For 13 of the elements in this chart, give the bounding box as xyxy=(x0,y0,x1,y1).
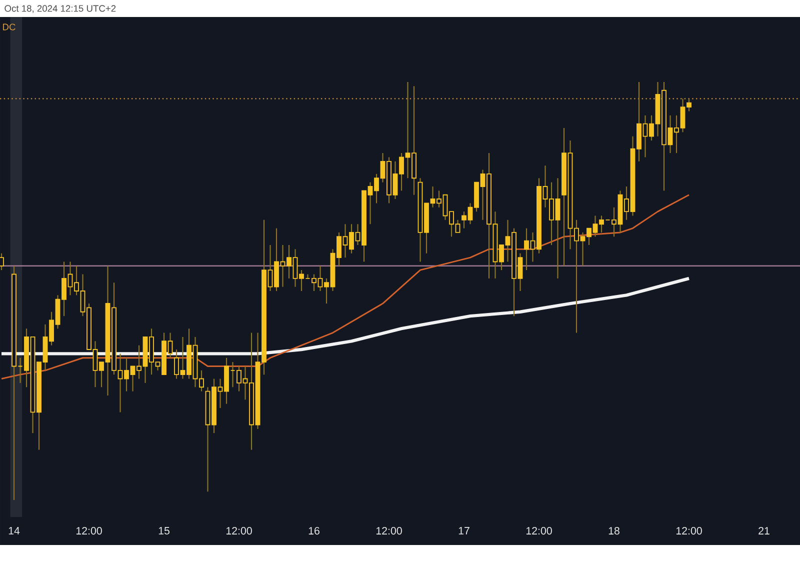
x-tick-label: 12:00 xyxy=(76,527,102,535)
x-tick-label: 14 xyxy=(8,527,20,534)
text: Oct 18, 2024 12:15 UTC+2 xyxy=(4,5,116,13)
x-tick-label: 15 xyxy=(158,527,170,534)
x-tick-label: 12:00 xyxy=(676,527,702,535)
x-tick-label: 18 xyxy=(608,527,620,535)
x-tick-label: 12:00 xyxy=(376,527,402,535)
x-tick-label: 16 xyxy=(308,527,320,535)
text: DC xyxy=(3,24,16,30)
x-tick-label: 12:00 xyxy=(526,527,552,535)
x-tick-label: 21 xyxy=(758,527,770,534)
x-tick-label: 17 xyxy=(458,527,470,534)
x-tick-label: 12:00 xyxy=(226,527,252,535)
